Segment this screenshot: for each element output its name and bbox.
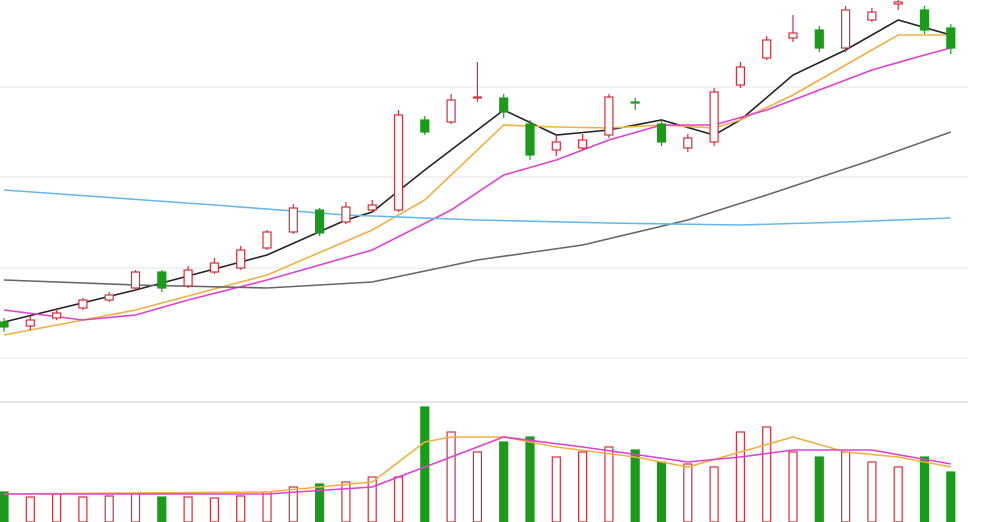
volume-bar [762, 426, 772, 522]
volume-bar [78, 496, 88, 522]
candle-body [683, 137, 693, 149]
volume-bar [630, 449, 640, 522]
volume-bar [393, 476, 404, 522]
candle-body [288, 207, 298, 233]
volume-bar [551, 456, 561, 522]
candle-body [656, 123, 667, 143]
volume-bar [577, 451, 588, 522]
candle-body [630, 101, 640, 104]
candle-body [262, 231, 272, 249]
candle-body [551, 141, 561, 151]
volume-bar [367, 476, 377, 522]
candle-body [525, 123, 535, 156]
volume-bar [51, 493, 62, 522]
candle-body [315, 209, 325, 234]
volume-bar [840, 451, 851, 522]
candle-body [577, 139, 588, 149]
candle-body [157, 271, 167, 289]
candle-body [104, 294, 114, 301]
volume-bar [788, 451, 798, 522]
candle-body [236, 249, 246, 269]
volume-bar [683, 463, 693, 522]
volume-bar [183, 496, 193, 522]
candle-body [604, 96, 614, 136]
candle-body [209, 262, 219, 273]
candle-body [51, 312, 62, 319]
ma-line [3, 34, 951, 336]
volume-bar [604, 446, 614, 522]
candle-body [25, 319, 35, 327]
ma-line [4, 436, 951, 495]
volume-bar [0, 491, 9, 522]
candle-body [946, 27, 956, 49]
volume-bar [525, 436, 535, 522]
candle-body [367, 204, 377, 211]
candle-body [183, 269, 193, 287]
volume-bar [735, 431, 746, 522]
volume-bar [709, 466, 719, 522]
volume-bar [341, 481, 351, 522]
volume-bar [867, 461, 877, 522]
volume-bar [814, 456, 824, 522]
volume-bar [262, 491, 272, 522]
candle-body [446, 99, 456, 123]
ma-line [3, 436, 951, 495]
volume-bar [236, 495, 246, 522]
candle-body [840, 9, 851, 49]
volume-bar [130, 493, 141, 522]
volume-bar [499, 441, 509, 522]
volume-bar [656, 461, 667, 522]
candle-body [78, 299, 88, 309]
volume-bar [893, 466, 903, 522]
volume-bar [446, 431, 456, 522]
candle-body [788, 32, 798, 39]
candle-body [919, 9, 930, 31]
candle-body [893, 1, 903, 5]
ma-line [3, 189, 951, 226]
volume-bar [315, 483, 325, 522]
candle-body [393, 114, 404, 211]
volume-bar [946, 471, 956, 522]
ma-line [3, 131, 952, 289]
volume-bar [25, 496, 35, 522]
candle-body [472, 96, 482, 99]
volume-bar [919, 456, 930, 522]
volume-bar [104, 495, 114, 522]
candle-body [0, 321, 9, 328]
candle-body [499, 97, 509, 113]
candle-body [867, 11, 877, 21]
candle-body [735, 66, 746, 86]
volume-bar [209, 497, 219, 522]
candle-body [814, 29, 824, 49]
volume-bar [472, 451, 482, 522]
volume-bar [157, 496, 167, 522]
candle-body [762, 39, 772, 59]
ma-line [3, 47, 952, 321]
volume-bar [288, 486, 298, 522]
candle-body [341, 206, 351, 223]
candle-body [420, 119, 430, 133]
candle-body [130, 271, 141, 289]
candle-body [709, 91, 719, 143]
volume-bar [420, 406, 430, 522]
